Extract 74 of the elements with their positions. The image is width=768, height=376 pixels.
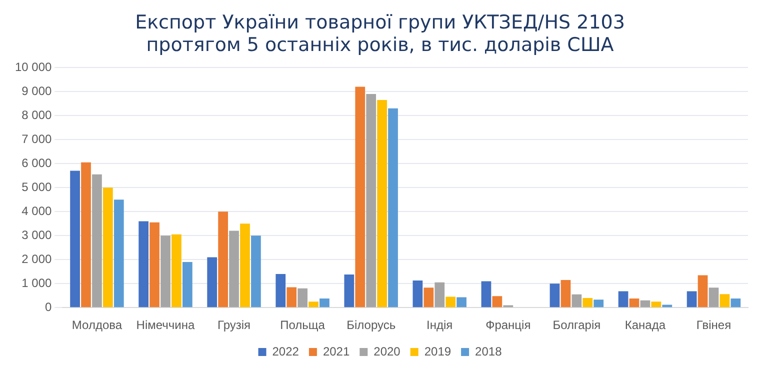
x-tick-label: Молдова <box>72 318 122 332</box>
y-tick-label: 10 000 <box>15 60 52 74</box>
legend-label: 2019 <box>424 344 452 358</box>
y-tick-label: 7 000 <box>22 132 52 146</box>
bar <box>218 212 228 308</box>
x-tick-label: Німеччина <box>136 318 195 332</box>
bar <box>276 274 286 308</box>
y-tick-label: 6 000 <box>22 156 52 170</box>
bar <box>582 298 593 308</box>
bar <box>103 188 113 308</box>
chart-title: Експорт України товарної групи УКТЗЕД/HS 2103 протягом 5 останніх років, в тис. доларів США <box>135 11 625 56</box>
bar <box>572 294 582 308</box>
bar <box>207 257 218 308</box>
bar <box>160 236 170 308</box>
bar <box>388 108 398 308</box>
bar <box>434 282 445 308</box>
legend-label: 2021 <box>322 344 350 358</box>
bar <box>640 300 650 308</box>
bar <box>298 288 308 308</box>
bar <box>92 174 102 308</box>
y-tick-label: 5 000 <box>22 180 52 194</box>
legend-label: 2020 <box>374 344 401 358</box>
bar <box>708 288 719 308</box>
bar <box>286 287 297 308</box>
bar <box>70 170 80 308</box>
y-tick-label: 2 000 <box>22 252 52 266</box>
bar <box>377 100 387 308</box>
x-tick-label: Франція <box>486 318 531 332</box>
bar <box>456 297 466 308</box>
bar <box>81 162 91 308</box>
x-tick-label: Болгарія <box>552 318 601 332</box>
bar <box>720 294 730 308</box>
x-tick-label: Польща <box>280 318 326 332</box>
bar <box>492 296 502 308</box>
bar <box>366 94 376 308</box>
bar <box>308 302 318 308</box>
bar <box>424 288 434 308</box>
bar <box>251 236 261 308</box>
x-tick-label: Грузія <box>218 318 251 332</box>
bar <box>698 275 708 308</box>
bar <box>229 230 239 308</box>
y-tick-label: 8 000 <box>22 108 52 122</box>
x-tick-label: Білорусь <box>346 318 396 332</box>
bar <box>355 86 366 308</box>
x-tick-label: Канада <box>624 318 666 332</box>
y-tick-label: 3 000 <box>22 228 52 242</box>
bar <box>446 296 456 308</box>
bar <box>114 200 124 308</box>
legend-label: 2022 <box>272 344 300 358</box>
bar <box>481 281 492 308</box>
y-tick-label: 4 000 <box>22 204 52 218</box>
bar <box>594 300 604 308</box>
bar <box>629 298 640 308</box>
x-tick-label: Гвінея <box>696 318 732 332</box>
bar <box>138 221 149 308</box>
bar <box>662 304 672 308</box>
bar <box>182 262 192 308</box>
bar <box>150 222 160 308</box>
legend-label: 2018 <box>475 344 502 358</box>
y-tick-label: 0 <box>45 300 52 314</box>
bar <box>618 291 628 308</box>
bar <box>412 280 423 308</box>
bar <box>651 302 662 308</box>
y-tick-label: 9 000 <box>22 84 52 98</box>
bar <box>240 224 250 308</box>
bar <box>550 284 560 308</box>
bar <box>344 274 354 308</box>
y-tick-label: 1 000 <box>22 276 52 290</box>
bar <box>320 298 330 308</box>
bar <box>730 298 741 308</box>
bar <box>560 280 571 308</box>
x-tick-label: Індія <box>426 318 453 332</box>
bar <box>686 291 697 308</box>
bar <box>172 234 182 308</box>
